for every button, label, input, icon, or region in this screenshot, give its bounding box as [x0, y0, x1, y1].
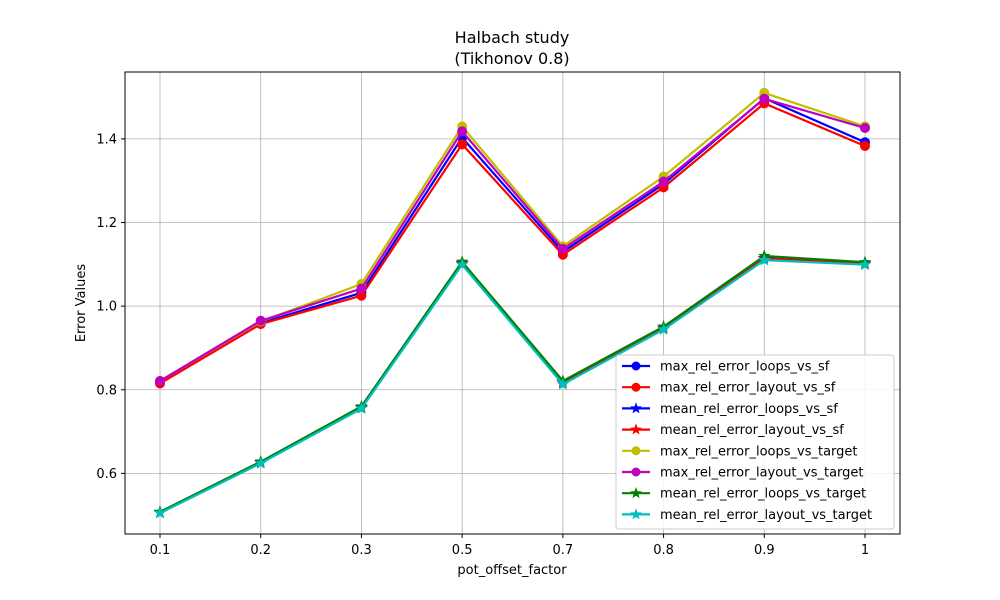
- data-point: [153, 506, 167, 519]
- data-point: [556, 377, 570, 390]
- legend-item: max_rel_error_loops_vs_target: [622, 444, 858, 459]
- data-point: [658, 176, 669, 187]
- series-line: [159, 97, 866, 384]
- data-point: [455, 258, 469, 271]
- x-tick-label: 0.3: [351, 543, 372, 558]
- x-tick-label: 0.2: [250, 543, 271, 558]
- data-point: [860, 141, 870, 152]
- data-point: [860, 123, 870, 134]
- data-point: [457, 126, 468, 137]
- legend-item: mean_rel_error_loops_vs_sf: [622, 402, 838, 417]
- y-tick-label: 0.8: [96, 383, 117, 398]
- series-max_rel_error_layout_vs_target: [155, 93, 870, 386]
- legend-marker: [631, 467, 641, 477]
- legend-label: mean_rel_error_loops_vs_sf: [660, 402, 838, 417]
- x-tick-label: 0.1: [150, 543, 171, 558]
- x-tick-label: 1: [861, 543, 869, 558]
- legend-marker: [630, 487, 642, 499]
- data-point: [557, 243, 568, 254]
- chart-title: Halbach study: [455, 28, 570, 47]
- legend-item: max_rel_error_layout_vs_sf: [622, 381, 836, 396]
- x-tick-label: 0.5: [452, 543, 473, 558]
- y-tick-label: 0.6: [96, 467, 117, 482]
- x-tick-label: 0.8: [653, 543, 674, 558]
- data-point: [155, 375, 165, 386]
- data-point: [356, 283, 367, 294]
- legend-marker: [631, 382, 641, 392]
- legend-item: mean_rel_error_loops_vs_target: [622, 487, 866, 502]
- legend-label: max_rel_error_layout_vs_sf: [660, 381, 836, 396]
- legend-label: mean_rel_error_loops_vs_target: [660, 487, 866, 502]
- ticks: 0.1 0.2 0.3 0.5 0.7 0.8 0.9 1 0.6 0.8 1.0 1.2 1.4: [96, 132, 869, 558]
- series-max_rel_error_loops_vs_target: [155, 87, 870, 386]
- data-point: [457, 139, 468, 150]
- legend-item: max_rel_error_layout_vs_target: [622, 466, 864, 481]
- legend-item: mean_rel_error_layout_vs_target: [622, 508, 872, 523]
- data-point: [758, 253, 771, 266]
- x-axis-label: pot_offset_factor: [457, 563, 567, 578]
- y-tick-label: 1.0: [96, 300, 117, 315]
- legend-label: mean_rel_error_layout_vs_sf: [660, 423, 844, 438]
- plot-frame: [124, 71, 901, 535]
- series-line: [159, 91, 866, 382]
- data-point: [759, 93, 770, 104]
- series-line: [159, 102, 866, 385]
- data-point: [255, 315, 266, 326]
- series-mean_rel_error_layout_vs_target: [153, 253, 872, 519]
- legend-box: [615, 354, 895, 530]
- data-point: [858, 258, 872, 271]
- legend-label: max_rel_error_loops_vs_target: [660, 444, 858, 459]
- x-tick-label: 0.7: [553, 543, 574, 558]
- y-axis-label: Error Values: [74, 264, 89, 343]
- legend-marker: [630, 423, 642, 435]
- legend-item: mean_rel_error_layout_vs_sf: [622, 423, 844, 438]
- legend-marker: [631, 361, 641, 371]
- legend-marker: [630, 508, 642, 520]
- series-max_rel_error_loops_vs_sf: [155, 93, 870, 388]
- legend-label: mean_rel_error_layout_vs_target: [660, 508, 872, 523]
- data-point: [657, 322, 670, 335]
- series-group: [153, 87, 872, 519]
- legend-item: max_rel_error_loops_vs_sf: [622, 360, 830, 375]
- legend: max_rel_error_loops_vs_sf max_rel_error_l…: [615, 354, 895, 530]
- y-tick-label: 1.2: [96, 216, 117, 231]
- legend-marker: [631, 446, 641, 456]
- y-tick-label: 1.4: [96, 132, 117, 147]
- data-point: [355, 401, 368, 414]
- legend-label: max_rel_error_loops_vs_sf: [660, 360, 830, 375]
- series-line: [159, 259, 866, 515]
- data-point: [254, 456, 267, 469]
- x-tick-label: 0.9: [754, 543, 775, 558]
- legend-marker: [630, 402, 642, 414]
- chart-subtitle: (Tikhonov 0.8): [454, 49, 569, 68]
- series-max_rel_error_layout_vs_sf: [155, 98, 870, 389]
- series-line: [159, 97, 866, 382]
- series-line: [159, 254, 866, 513]
- legend-label: max_rel_error_layout_vs_target: [660, 466, 864, 481]
